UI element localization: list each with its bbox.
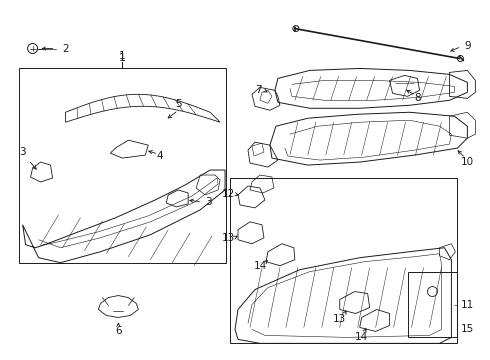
Bar — [230, 178, 457, 343]
Text: 1: 1 — [119, 51, 125, 62]
Text: 10: 10 — [461, 157, 474, 167]
Bar — [408, 272, 457, 337]
Text: 14: 14 — [355, 332, 368, 342]
Text: 3: 3 — [19, 147, 26, 157]
Text: 4: 4 — [157, 151, 164, 161]
Text: 8: 8 — [414, 93, 421, 103]
Text: 13: 13 — [221, 233, 235, 243]
Text: 6: 6 — [115, 327, 122, 336]
Text: 12: 12 — [221, 189, 235, 199]
Text: 13: 13 — [333, 314, 346, 324]
Text: 2: 2 — [62, 44, 69, 54]
Text: 5: 5 — [175, 99, 181, 109]
Text: 3: 3 — [205, 197, 211, 207]
Text: 11: 11 — [461, 300, 474, 310]
Text: 14: 14 — [253, 261, 267, 271]
Text: 1: 1 — [119, 54, 126, 63]
Text: 9: 9 — [464, 41, 471, 50]
Text: 7: 7 — [255, 85, 261, 95]
Bar — [19, 68, 226, 263]
Text: 15: 15 — [461, 324, 474, 334]
